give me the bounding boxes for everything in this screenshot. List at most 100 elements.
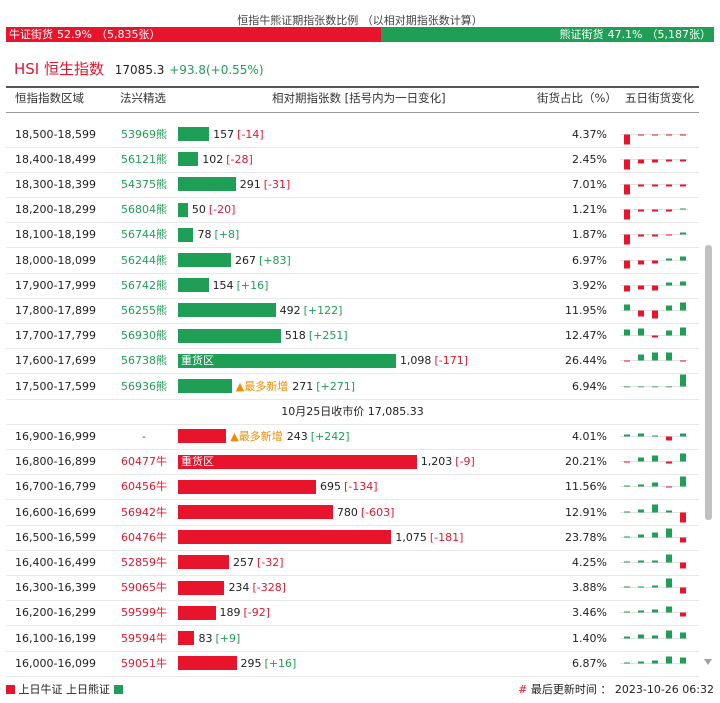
- sparkline-bar: [666, 528, 672, 538]
- sparkline-bar: [680, 657, 686, 664]
- sparkline-bar: [624, 159, 630, 170]
- warrant-code[interactable]: 56804熊: [121, 203, 167, 217]
- contracts-change: [+122]: [303, 303, 343, 317]
- warrant-code[interactable]: 60477牛: [121, 455, 167, 469]
- warrant-code[interactable]: 56942牛: [121, 505, 167, 519]
- sparkline-bar: [652, 660, 658, 664]
- contracts-text: 78 [+8]: [197, 222, 239, 247]
- sparkline-bar: [680, 476, 686, 487]
- sparkline-bar: [638, 234, 644, 237]
- sparkline-bar: [652, 134, 658, 135]
- warrant-code[interactable]: 53969熊: [121, 127, 167, 141]
- warrant-code[interactable]: 54375熊: [121, 177, 167, 191]
- sparkline-bar: [638, 534, 644, 538]
- sparkline-bar: [666, 578, 672, 588]
- sparkline-bar: [666, 486, 672, 488]
- warrant-code[interactable]: -: [142, 429, 146, 443]
- sparkline-bar: [638, 159, 644, 164]
- contracts-change: [-134]: [343, 480, 378, 494]
- warrant-code[interactable]: 59599牛: [121, 606, 167, 620]
- five-day-sparkline: [620, 327, 688, 338]
- share-percent: 4.01%: [572, 429, 607, 443]
- warrant-code[interactable]: 56936熊: [121, 379, 167, 393]
- bull-label: 牛证街货: [9, 28, 53, 41]
- warrant-code[interactable]: 59065牛: [121, 581, 167, 595]
- index-name: HSI 恒生指数: [14, 60, 104, 78]
- sparkline-bar: [666, 510, 672, 512]
- legend-swatch: [6, 685, 15, 694]
- sparkline-bar: [652, 635, 658, 638]
- sparkline-bar: [652, 159, 658, 163]
- update-time: 2023-10-26 06:32: [614, 683, 714, 696]
- contracts-bar: [178, 605, 216, 620]
- sparkline-bar: [666, 436, 672, 441]
- warrant-code[interactable]: 56738熊: [121, 354, 167, 368]
- contracts-value: 518: [284, 329, 306, 343]
- warrant-code[interactable]: 59594牛: [121, 631, 167, 645]
- contracts-text: 50 [-20]: [192, 197, 236, 222]
- contracts-bar: [178, 555, 229, 570]
- share-percent: 3.92%: [572, 278, 607, 292]
- warrant-code[interactable]: 56744熊: [121, 228, 167, 242]
- contracts-text: 189 [-92]: [220, 600, 271, 625]
- table-row: 17,900-17,999 56742熊 154 [+16] 3.92%: [6, 273, 699, 299]
- contracts-bar: [178, 530, 392, 545]
- table-row: 16,300-16,399 59065牛 234 [-328] 3.88%: [6, 575, 699, 602]
- scrollbar[interactable]: [702, 110, 716, 675]
- sparkline-bar: [666, 606, 672, 613]
- contracts-change: [+242]: [310, 429, 350, 443]
- contracts-change: [-9]: [455, 455, 475, 469]
- sparkline-bar: [652, 234, 658, 237]
- contracts-text: 295 [+16]: [241, 651, 297, 676]
- warrant-code[interactable]: 56121熊: [121, 152, 167, 166]
- sparkline-bar: [652, 504, 658, 512]
- sparkline-bar: [666, 159, 672, 162]
- share-percent: 7.01%: [572, 177, 607, 191]
- sparkline-bar: [624, 636, 630, 638]
- update-label: 最后更新时间 ：: [530, 683, 612, 696]
- contracts-text: 157 [-14]: [213, 122, 264, 147]
- bear-count: （5,187张）: [646, 28, 712, 41]
- five-day-sparkline: [620, 256, 688, 268]
- zone-range: 16,600-16,699: [15, 505, 96, 519]
- contracts-value: 695: [319, 480, 341, 494]
- warrant-code[interactable]: 52859牛: [121, 555, 167, 569]
- contracts-change: [-603]: [360, 505, 395, 519]
- zone-range: 16,400-16,499: [15, 555, 96, 569]
- warrant-code[interactable]: 60456牛: [121, 480, 167, 494]
- warrant-code[interactable]: 56255熊: [121, 303, 167, 317]
- five-day-sparkline: [620, 630, 688, 639]
- sparkline-bar: [652, 585, 658, 588]
- table-header: [6, 86, 699, 113]
- warrant-code[interactable]: 59051牛: [121, 656, 167, 670]
- sparkline-bar: [680, 612, 686, 617]
- warrant-code[interactable]: 60476牛: [121, 530, 167, 544]
- contracts-change: [-171]: [434, 354, 468, 368]
- warrant-code[interactable]: 56742熊: [121, 278, 167, 292]
- warrant-code[interactable]: 56244熊: [121, 253, 167, 267]
- warrant-code[interactable]: 56930熊: [121, 329, 167, 343]
- contracts-text: 695 [-134]: [320, 474, 378, 499]
- sparkline-bar: [680, 327, 686, 336]
- zone-range: 17,800-17,899: [15, 303, 96, 317]
- share-percent: 4.25%: [572, 555, 607, 569]
- contracts-value: 1,203: [420, 455, 453, 469]
- sparkline-bar: [624, 611, 630, 613]
- sparkline-bar: [624, 586, 630, 588]
- sparkline-bar: [652, 386, 658, 387]
- sparkline-bar: [680, 562, 686, 569]
- col-header: 街货占比（%）: [537, 91, 617, 105]
- sparkline-bar: [680, 184, 686, 187]
- zone-range: 16,100-16,199: [15, 631, 96, 645]
- share-percent: 1.21%: [572, 203, 607, 217]
- contracts-change: [+16]: [236, 278, 269, 292]
- sparkline-bar: [638, 209, 644, 212]
- zone-range: 16,500-16,599: [15, 530, 96, 544]
- close-price-separator: 10月25日收市价 17,085.33: [6, 399, 699, 425]
- sparkline-bar: [624, 134, 630, 144]
- table-row: 16,400-16,499 52859牛 257 [-32] 4.25%: [6, 550, 699, 576]
- sparkline-bar: [680, 537, 686, 543]
- sparkline-bar: [666, 330, 672, 336]
- share-percent: 3.88%: [572, 581, 607, 595]
